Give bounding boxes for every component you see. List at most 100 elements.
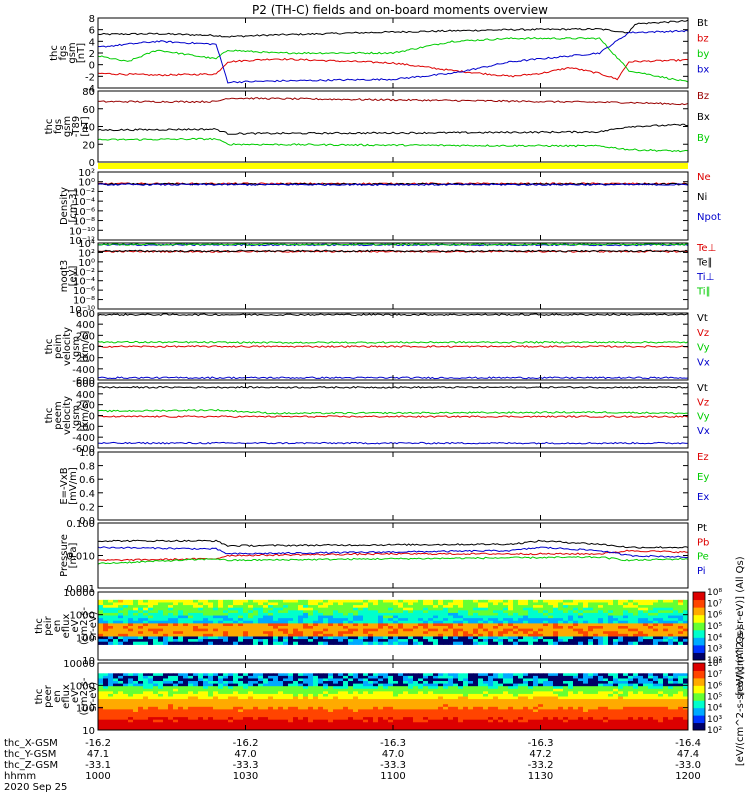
- y-tick-label: 10⁻¹⁰: [69, 226, 95, 237]
- colorbar-tick-label: 10³: [707, 715, 722, 725]
- colorbar-tick-label: 10⁸: [707, 588, 722, 598]
- y-tick-label: 10⁻¹⁰: [69, 305, 95, 316]
- y-axis-label-line: Pressure: [59, 534, 70, 577]
- y-axis-label-line: moqt3: [59, 260, 70, 293]
- y-tick-label: 10: [82, 726, 95, 737]
- y-tick-label: 1000: [70, 611, 95, 622]
- y-tick-label: -600: [72, 376, 95, 387]
- series-line-1: [98, 539, 688, 549]
- y-axis-label-line: (cm2-s-: [79, 677, 90, 715]
- y-axis-label-line: [eV]: [68, 266, 79, 287]
- y-axis-label-line: E=-VxB: [59, 467, 70, 504]
- y-tick-label: 10⁴: [78, 239, 95, 250]
- y-tick-label: 10⁰: [78, 258, 95, 269]
- series-lines: [98, 182, 688, 186]
- y-tick-label: 400: [76, 320, 95, 331]
- x-axis-row-label: hhmm: [4, 771, 36, 782]
- y-axis-label-line: gsm: [71, 336, 82, 357]
- series-line-1: [98, 97, 688, 106]
- y-tick-label: -200: [72, 422, 95, 433]
- legend-entry: Ti⊥: [696, 272, 714, 283]
- y-axis-label-line: eV: [70, 619, 81, 632]
- y-tick-label: 0.010: [66, 552, 95, 563]
- y-tick-label: 0: [89, 343, 95, 354]
- y-axis-label-line: eflux: [61, 684, 72, 709]
- legend-entry: Te⊥: [696, 243, 716, 254]
- series-lines: [98, 313, 688, 380]
- y-tick-label: -2: [85, 72, 95, 83]
- y-axis-label-line: thc: [44, 339, 55, 355]
- legend-entry: By: [697, 133, 710, 144]
- y-tick-label: 10⁻⁴: [73, 277, 95, 288]
- x-axis-row-value: 47.1: [87, 749, 109, 760]
- panel-frame: [97, 171, 689, 241]
- x-axis-row-value: 1030: [233, 771, 258, 782]
- y-tick-label: 6: [89, 26, 95, 37]
- series-line-2: [98, 57, 688, 81]
- colorbar-label: [eV/(cm^2-s-sr-eV)] (All Qs): [735, 556, 746, 695]
- series-line-3: [98, 408, 688, 415]
- x-axis-row-value: 47.0: [234, 749, 256, 760]
- y-tick-label: 2: [89, 49, 95, 60]
- colorbar-tick-label: 10²: [707, 656, 722, 666]
- y-tick-label: 0: [89, 158, 95, 169]
- colorbar-tick-label: 10⁸: [707, 659, 722, 669]
- y-tick-label: 600: [76, 379, 95, 390]
- colorbar-tick-label: 10²: [707, 726, 722, 736]
- legend-entry: Bx: [697, 112, 710, 123]
- x-axis-row-value: -16.3: [380, 738, 406, 749]
- y-axis-label-line: thc: [44, 408, 55, 424]
- panel-frame: [97, 242, 689, 310]
- legend-entry: Pi: [697, 566, 706, 577]
- x-axis-row-value: 47.4: [677, 749, 699, 760]
- colorbar-tick-label: 10⁴: [707, 633, 722, 643]
- series-line-2: [98, 415, 688, 418]
- y-axis-label-line: thc: [34, 689, 45, 705]
- panel-8: 0.001 0.010 0.100 Pressure[nPa] Pt Pb Pe Pi: [59, 519, 709, 595]
- y-axis-label-line: [mV/m]: [68, 467, 79, 505]
- y-tick-label: 200: [76, 331, 95, 342]
- y-tick-label: 10⁻⁶: [73, 286, 95, 297]
- y-axis-label-line: peer: [43, 684, 54, 708]
- series-line-4: [98, 546, 688, 559]
- y-axis-label-line: [cm-3]: [68, 189, 79, 222]
- x-axis-row-label: thc_X-GSM: [4, 738, 58, 749]
- y-tick-label: 0.100: [66, 519, 95, 530]
- y-axis-label-line: (cm2-s-: [79, 607, 90, 645]
- legend-entry: Pe: [697, 552, 709, 563]
- series-line-3: [98, 340, 688, 344]
- x-axis-row-value: 1100: [380, 771, 405, 782]
- y-tick-label: 10⁻¹²: [69, 236, 95, 247]
- colorbar-tick-label: 10⁷: [707, 599, 722, 609]
- y-tick-label: 80: [82, 87, 95, 98]
- colorbar-tick-label: 10⁶: [707, 681, 722, 691]
- series-line-3: [98, 183, 688, 186]
- y-tick-label: 0.0: [79, 516, 95, 527]
- colorbar-tick-label: 10⁴: [707, 704, 722, 714]
- x-axis-row-value: -33.2: [528, 760, 554, 771]
- y-axis-label-line: peem: [53, 401, 64, 429]
- legend-entry: Vx: [697, 357, 710, 368]
- y-tick-label: 40: [82, 123, 95, 134]
- y-tick-label: 10000: [63, 659, 95, 670]
- colorbar-tick-label: 10⁶: [707, 611, 722, 621]
- colorbar-tick-label: 10³: [707, 645, 722, 655]
- y-axis-label-line: fgs: [58, 45, 69, 60]
- legend-entry: by: [697, 49, 709, 60]
- y-tick-label: -4: [85, 84, 95, 95]
- panel-6: -600-400-2000200400600thcpeemvelocitygsm…: [44, 379, 710, 455]
- series-lines: [98, 539, 688, 565]
- legend-entry: Vz: [697, 397, 709, 408]
- y-tick-label: 0.6: [79, 475, 95, 486]
- x-axis-row-value: 47.0: [382, 749, 404, 760]
- x-axis-date: 2020 Sep 25: [4, 782, 67, 793]
- x-axis-row-value: -16.4: [675, 738, 701, 749]
- x-axis-row-value: -33.3: [380, 760, 406, 771]
- y-axis-label-line: [nT]: [76, 43, 87, 63]
- y-tick-label: 10⁻²: [73, 187, 95, 198]
- series-line-4: [98, 29, 688, 84]
